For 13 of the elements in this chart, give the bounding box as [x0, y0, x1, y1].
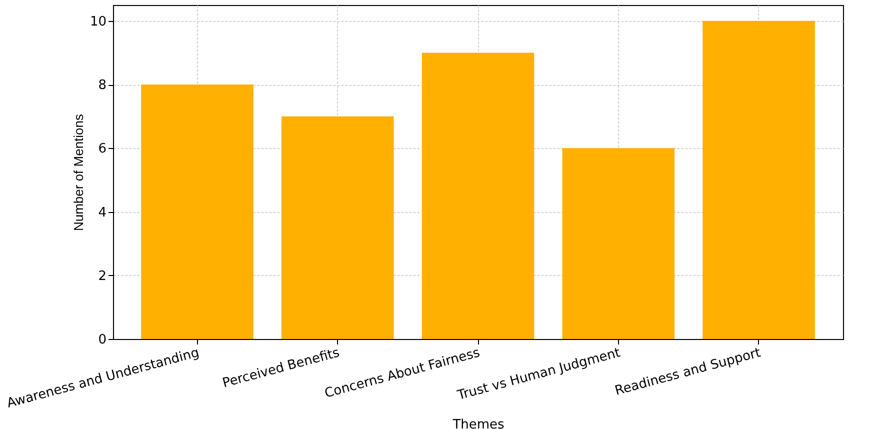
y-tick-label: 6 [98, 142, 106, 157]
y-tick-label: 0 [98, 332, 106, 348]
x-axis-title: Themes [452, 417, 505, 429]
bar [562, 148, 675, 339]
bar [422, 52, 534, 339]
y-axis-title: Number of Mentions [70, 113, 86, 232]
bar [141, 84, 254, 339]
y-tick-label: 8 [98, 78, 106, 94]
bar [281, 116, 394, 339]
y-tick-label: 2 [98, 268, 106, 284]
y-tick-label: 10 [90, 14, 106, 30]
y-tick-label: 4 [98, 205, 106, 220]
bar [702, 20, 815, 339]
